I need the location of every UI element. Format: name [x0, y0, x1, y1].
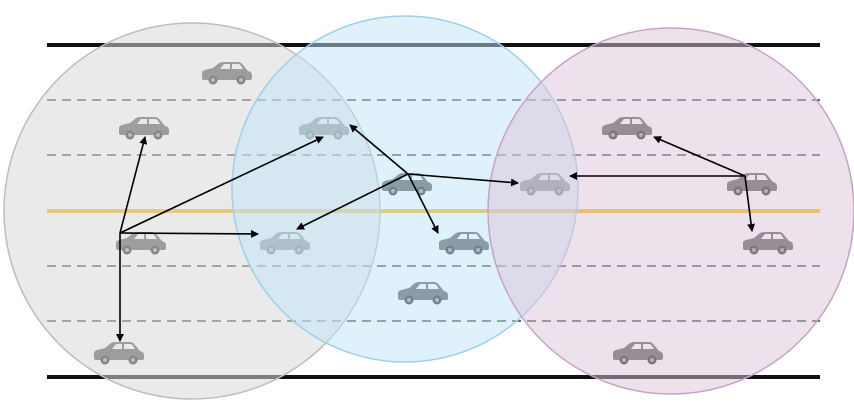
link-arrow: [744, 175, 756, 232]
link-arrow: [407, 173, 519, 187]
link-arrow: [653, 136, 746, 177]
cluster-pink: [487, 27, 854, 395]
link-arrow: [119, 136, 324, 234]
link-arrow: [119, 136, 148, 234]
link-arrow: [349, 124, 409, 175]
clusters: [3, 15, 854, 400]
link-arrow: [296, 173, 409, 230]
link-arrow: [119, 229, 259, 238]
links: [116, 124, 756, 342]
link-arrow: [407, 173, 439, 234]
